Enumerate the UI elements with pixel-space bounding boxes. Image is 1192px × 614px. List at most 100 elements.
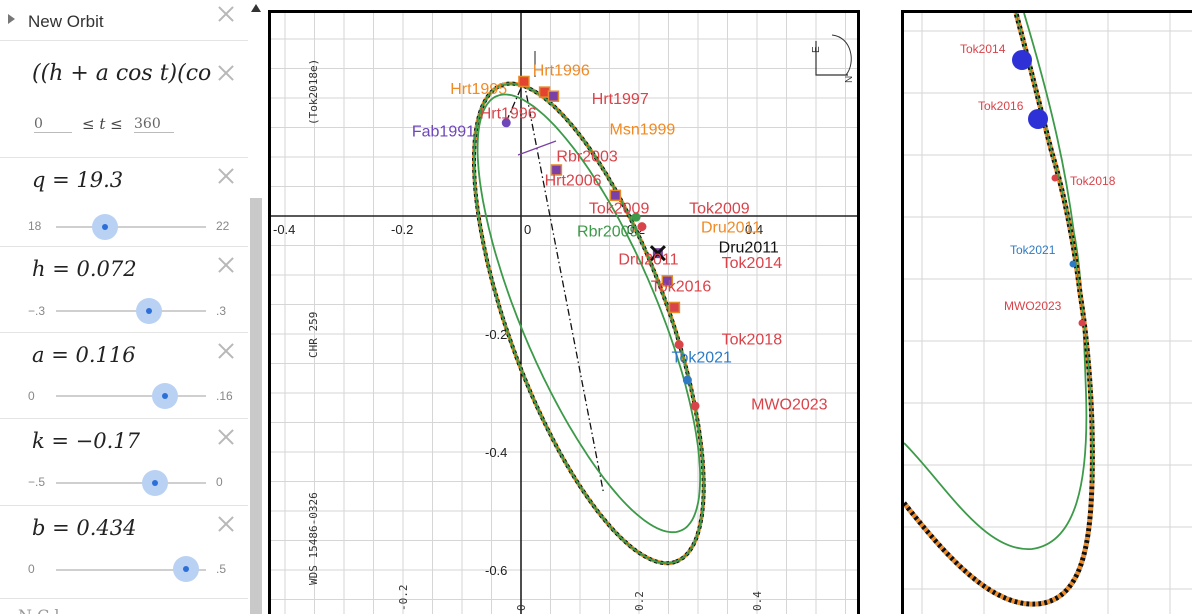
grid-lines (271, 13, 857, 614)
zoom-point-tok2021 (1069, 260, 1077, 268)
observation-point (501, 118, 511, 128)
close-icon[interactable] (218, 6, 234, 22)
slider-max-b: .5 (216, 562, 227, 576)
compass-icon: E N (811, 34, 855, 83)
t-max-input[interactable]: 360 (134, 116, 174, 133)
slider-min-k: −.5 (28, 475, 46, 489)
zoom-point-tok2018 (1051, 174, 1059, 182)
observation-point (674, 340, 684, 350)
observation-point (637, 222, 647, 232)
slider-label-a: a = 0.116 (32, 343, 136, 367)
t-relation: ≤ t ≤ (82, 115, 123, 133)
algebra-sidebar: New Orbit ((h + a cos t)(co 0 ≤ t ≤ 360 … (0, 0, 248, 614)
observation-label: MWO2023 (751, 397, 828, 414)
slider-row-k[interactable]: k = −0.17 −.5 0 (0, 419, 248, 506)
close-icon[interactable] (218, 65, 234, 81)
slider-row-h[interactable]: h = 0.072 −.3 .3 (0, 247, 248, 333)
side-text-bottom: WDS 15486-0326 (307, 492, 320, 585)
main-graph-view[interactable]: -0.4 -0.2 0 0.2 0.4 -0.2 -0.4 -0.6 -0.2 0 0.2 0.4 (… (268, 10, 860, 614)
slider-row-q[interactable]: q = 19.3 18 22 (0, 158, 248, 247)
close-icon[interactable] (218, 343, 234, 359)
zoom-label-tok2018: Tok2018 (1070, 174, 1116, 188)
slider-min-a: 0 (28, 389, 35, 403)
y-tick-label: -0.4 (485, 445, 507, 460)
observation-point (550, 164, 563, 176)
observation-label: Hrt1996 (480, 106, 537, 123)
orbit-item-header[interactable]: New Orbit (0, 0, 248, 41)
slider-track-b[interactable] (56, 569, 206, 571)
zoom-label-mwo2023: MWO2023 (1004, 299, 1062, 313)
zoom-orbit-green-top (1015, 13, 1094, 484)
observation-label: Tok2016 (651, 279, 712, 296)
main-graph-canvas[interactable]: -0.4 -0.2 0 0.2 0.4-0.2-0.4-0.6-0.2 0 0.2 0.4 (… (271, 13, 857, 614)
slider-track-a[interactable] (56, 395, 206, 397)
scroll-up-arrow-icon[interactable] (251, 4, 261, 12)
observation-label: Msn1999 (610, 122, 676, 139)
observation-label: Dru2011 (701, 220, 761, 237)
zoom-point-tok2014 (1012, 50, 1032, 70)
bottom-tick-label: -0.2 (397, 585, 410, 612)
slider-max-k: 0 (216, 475, 223, 489)
zoom-grid-lines (904, 13, 1192, 614)
slider-knob-k[interactable] (142, 470, 168, 496)
slider-min-b: 0 (28, 562, 35, 576)
collapse-triangle-icon[interactable] (8, 14, 15, 24)
close-icon[interactable] (218, 257, 234, 273)
slider-track-h[interactable] (56, 310, 206, 312)
slider-knob-q[interactable] (91, 214, 118, 240)
x-tick-label: -0.4 (273, 222, 295, 237)
observation-label: Hrt1996 (533, 63, 590, 80)
observation-labels: Hrt1996Hrt1995Hrt1997Hrt1996Msn1999Fab19… (412, 63, 828, 414)
slider-min-h: −.3 (28, 304, 46, 318)
slider-label-k: k = −0.17 (32, 429, 141, 453)
slider-label-q: q = 19.3 (32, 168, 124, 192)
t-min-input[interactable]: 0 (34, 116, 72, 133)
close-icon[interactable] (218, 516, 234, 532)
close-icon[interactable] (218, 429, 234, 445)
observation-point (609, 189, 622, 202)
zoom-point-tok2016 (1028, 109, 1048, 129)
observation-label: Tok2009 (589, 201, 650, 218)
zoom-graph-canvas[interactable]: Tok2014 Tok2016 Tok2018 Tok2021 MWO2023 (904, 13, 1192, 614)
slider-row-b[interactable]: b = 0.434 0 .5 (0, 506, 248, 599)
slider-knob-a[interactable] (151, 383, 178, 409)
observation-label: Fab1991 (412, 123, 475, 140)
zoom-graph-view[interactable]: Tok2014 Tok2016 Tok2018 Tok2021 MWO2023 (901, 10, 1192, 614)
slider-track-q[interactable] (56, 226, 206, 228)
observation-point (690, 401, 700, 411)
slider-row-a[interactable]: a = 0.116 0 .16 (0, 333, 248, 419)
sidebar-scrollbar[interactable] (248, 0, 264, 614)
slider-knob-h[interactable] (136, 298, 162, 324)
zoom-orbit-green (904, 13, 1088, 550)
tick-labels: -0.4 -0.2 0 0.2 0.4-0.2-0.4-0.6-0.2 0 0.2 0.4 (273, 51, 764, 611)
observation-point (518, 75, 530, 88)
x-tick-label: 0 (524, 222, 531, 237)
next-item-partial: N C l (18, 606, 60, 614)
slider-min-q: 18 (28, 219, 42, 233)
slider-knob-b[interactable] (173, 556, 200, 582)
observation-label: Dru2011 (618, 251, 678, 268)
observation-label: Tok2009 (689, 201, 750, 218)
observation-label: Hrt1997 (592, 91, 649, 108)
observation-label: Tok2018 (722, 332, 783, 349)
compass-north: N (844, 76, 855, 83)
close-icon[interactable] (218, 168, 234, 184)
observation-label: Hrt1995 (450, 81, 507, 98)
zoom-label-tok2014: Tok2014 (960, 42, 1006, 56)
slider-track-k[interactable] (56, 482, 206, 484)
curve-formula-row[interactable]: ((h + a cos t)(co 0 ≤ t ≤ 360 (0, 41, 248, 158)
curve-formula[interactable]: ((h + a cos t)(co (32, 61, 212, 86)
slider-max-q: 22 (216, 219, 230, 233)
observation-points (501, 75, 700, 411)
observation-point (649, 245, 666, 262)
zoom-label-tok2021: Tok2021 (1010, 243, 1056, 257)
scrollbar-thumb[interactable] (250, 198, 262, 614)
y-tick-label: -0.2 (485, 327, 507, 342)
bottom-tick-label: 0 (515, 604, 528, 611)
slider-label-b: b = 0.434 (32, 516, 137, 540)
bottom-tick-label: 0.4 (751, 591, 764, 611)
observation-label: Tok2021 (671, 349, 732, 366)
axes (271, 13, 857, 614)
orbit-title: New Orbit (28, 12, 104, 31)
orbit-green-line (473, 82, 705, 565)
